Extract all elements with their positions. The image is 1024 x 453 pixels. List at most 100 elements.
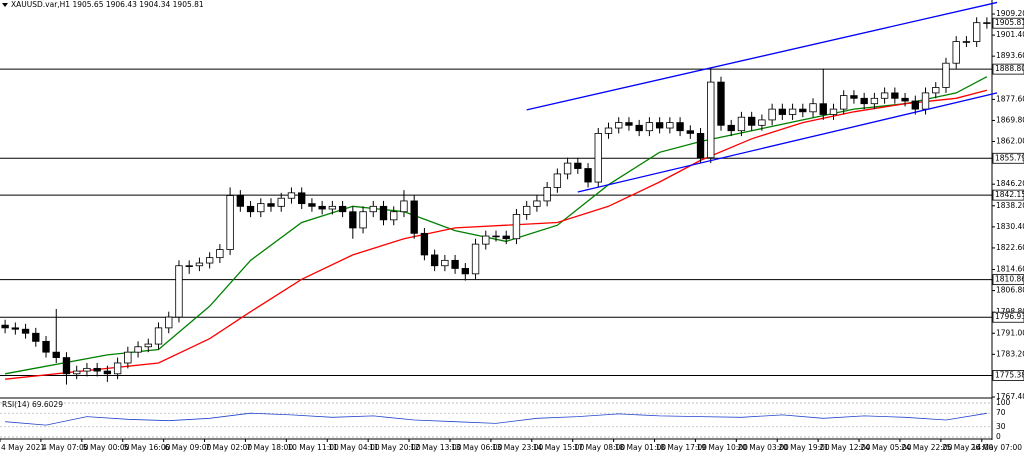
candle-body [103,370,112,375]
candle-body [655,122,664,129]
x-tick-label: 14 May 15:00 [533,443,585,452]
candle-body [257,203,265,213]
candle-body [778,108,787,115]
x-tick-label: 18 May 17:00 [656,443,708,452]
candle-body [891,92,899,99]
candle-body [584,168,592,183]
y-tick-label: 1893.60 [996,51,1024,60]
candle-body [635,124,643,132]
candle-body [21,328,30,334]
x-tick-label: 17 May 08:00 [574,443,626,452]
candle-body [226,195,234,250]
x-tick-label: 25 May 14:00 [942,443,994,452]
y-tick-label: 1767.40 [996,392,1024,401]
level-label-box [992,274,1024,286]
candle-body [972,22,981,42]
candle-body [32,332,40,342]
candle-body [840,95,848,110]
candle-body [727,124,735,132]
x-tick-label: 4 May 07:00 [42,443,89,452]
level-label-box [992,189,1024,201]
moving-average [5,89,988,380]
level-label-box [992,311,1024,323]
candle-body [696,133,705,159]
candle-body [338,205,347,213]
menu-triangle [2,3,8,7]
candle-body [809,103,817,113]
x-tick-label: 13 May 23:00 [492,443,544,452]
candle-body [870,97,879,105]
x-tick-label: 11 May 04:00 [328,443,380,452]
candle-body [400,200,408,213]
candle-body [707,81,715,159]
candle-body [574,162,582,169]
candle-body [880,92,889,99]
x-tick-label: 18 May 01:00 [615,443,667,452]
rsi-label: RSI(14) 69.6029 [2,400,63,409]
candle-body [124,351,132,364]
candle-body [154,327,163,345]
x-tick-label: 20 May 03:00 [737,443,789,452]
level-label-box [992,370,1024,381]
last-price-box [992,17,1024,29]
candle-body [901,97,909,102]
candle-body [799,108,807,113]
x-tick-label: 13 May 06:00 [451,443,503,452]
x-tick-label: 26 May 07:00 [971,443,1023,452]
candle-body [850,95,858,99]
candle-body [277,197,285,207]
candle-body [308,203,316,207]
rsi-tick-label: 0 [996,432,1001,441]
rsi-tick-label: 70 [996,408,1006,417]
x-tick-label: 7 May 02:00 [206,443,253,452]
candle-body [410,200,418,234]
candle-body [441,259,449,267]
candle-body [246,205,255,213]
x-tick-label: 19 May 10:00 [696,443,748,452]
y-tick-label: 1862.00 [996,137,1024,146]
candle-body [62,357,71,375]
candle-body [502,235,510,240]
candle-body [911,100,919,110]
candle-body [860,97,868,105]
level-label: 1888.80 [995,64,1024,73]
candle-body [758,119,766,126]
x-tick-label: 6 May 09:00 [165,443,212,452]
y-tick-label: 1791.00 [996,328,1024,337]
candle-body [390,211,398,221]
candle-body [604,127,613,134]
last-price-label: 1905.81 [995,18,1024,27]
level-label: 1775.38 [995,370,1024,379]
candle-body [788,108,797,115]
candle-body [451,259,459,269]
candle-body [492,235,500,238]
rsi-line [5,412,987,426]
level-label-box [992,63,1024,75]
candle-body [962,41,971,43]
candle-body [471,243,480,275]
candle-body [615,122,623,129]
candle-body [134,346,142,353]
candle-body [533,200,541,207]
candle-body [676,122,684,132]
trend-line [526,1,998,111]
x-tick-label: 4 May 2021 [1,443,45,452]
candle-body [666,122,674,129]
rsi-tick-label: 100 [996,398,1011,407]
x-tick-label: 5 May 00:00 [83,443,130,452]
candle-body [983,22,991,24]
level-label: 1810.86 [995,275,1024,284]
candle-body [165,316,173,329]
candle-body [942,62,950,88]
x-tick-label: 11 May 20:00 [369,443,421,452]
candle-body [83,367,91,372]
candle-body [921,92,930,110]
candle-body [645,122,654,132]
candle-body [512,214,521,240]
y-tick-label: 1798.80 [996,307,1024,316]
y-tick-label: 1822.60 [996,243,1024,252]
x-tick-label: 10 May 11:00 [287,443,339,452]
candle-body [93,367,101,372]
